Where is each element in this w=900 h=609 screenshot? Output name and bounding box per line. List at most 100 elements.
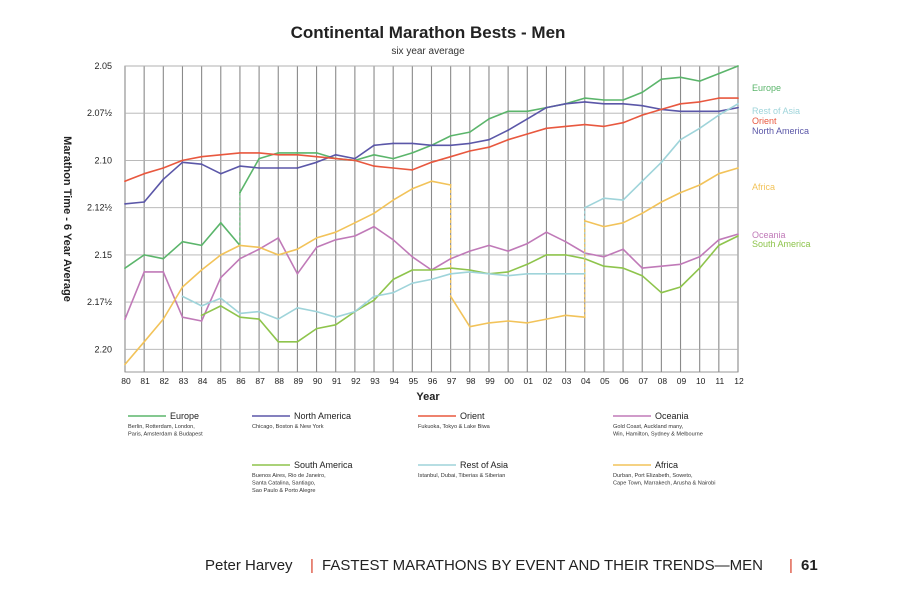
data-point-oceania: [660, 265, 663, 268]
data-point-oceania: [488, 244, 490, 247]
data-point-africa: [296, 248, 299, 251]
footer-page-number: 61: [801, 557, 818, 574]
data-point-africa: [334, 231, 337, 234]
x-tick-label: 95: [409, 376, 419, 386]
data-point-orient: [622, 121, 624, 124]
legend-name-orient: Orient: [460, 411, 485, 421]
data-point-rest-of-asia: [488, 272, 490, 275]
data-point-oceania: [392, 238, 395, 241]
y-tick-label: 2.10: [94, 155, 112, 165]
series-line-africa: [450, 295, 585, 328]
series-africa: [124, 167, 739, 366]
x-tick-label: 09: [677, 376, 687, 386]
x-tick-label: 02: [543, 376, 553, 386]
data-point-rest-of-asia: [219, 297, 222, 300]
data-point-oceania: [622, 248, 624, 251]
data-point-orient: [277, 153, 280, 156]
data-point-africa: [545, 318, 548, 320]
data-point-rest-of-asia: [296, 306, 299, 309]
data-point-orient: [449, 155, 452, 158]
data-point-orient: [162, 167, 165, 169]
data-point-south-america: [411, 269, 414, 271]
x-tick-label: 86: [236, 376, 246, 386]
data-point-south-america: [239, 316, 241, 319]
data-point-south-america: [258, 318, 260, 320]
data-point-north-america: [717, 110, 720, 113]
y-tick-label: 2.05: [94, 61, 112, 71]
data-point-north-america: [354, 157, 356, 160]
data-point-africa: [373, 212, 375, 215]
series-south-america: [200, 235, 739, 343]
data-point-africa: [200, 269, 203, 271]
data-point-africa: [258, 246, 260, 249]
data-point-rest-of-asia: [411, 282, 414, 285]
data-point-europe: [124, 267, 126, 269]
data-point-rest-of-asia: [583, 206, 586, 209]
x-tick-label: 83: [179, 376, 189, 386]
data-point-orient: [296, 153, 299, 156]
data-point-rest-of-asia: [679, 138, 682, 141]
data-point-africa: [564, 314, 567, 317]
data-point-rest-of-asia: [315, 310, 318, 313]
data-point-north-america: [411, 142, 414, 145]
legend-cities-oceania: Win, Hamilton, Sydney & Melbourne: [613, 432, 703, 438]
data-point-north-america: [239, 165, 241, 168]
data-point-africa: [526, 322, 529, 324]
data-point-africa: [737, 167, 739, 169]
data-point-oceania: [717, 238, 720, 241]
x-tick-label: 82: [160, 376, 170, 386]
data-point-europe: [239, 191, 241, 194]
data-point-north-america: [258, 167, 260, 169]
data-point-africa: [411, 187, 414, 190]
data-point-africa: [315, 237, 318, 239]
data-point-oceania: [679, 263, 682, 266]
data-point-orient: [200, 155, 203, 158]
data-point-africa: [277, 254, 280, 256]
legend-cities-europe: Paris, Amsterdam & Budapest: [128, 432, 203, 438]
data-point-oceania: [373, 225, 375, 228]
data-point-orient: [354, 159, 356, 162]
data-point-africa: [162, 318, 165, 320]
legend-cities-south-america: Sao Paulo & Porto Alegre: [252, 488, 315, 494]
data-point-rest-of-asia: [603, 197, 605, 200]
data-point-south-america: [641, 274, 644, 277]
data-point-europe: [641, 91, 644, 94]
data-point-oceania: [162, 271, 165, 273]
legend-cities-north-america: Chicago, Boston & New York: [252, 424, 324, 430]
legend-item-rest-of-asia: Rest of Asia Istanbul, Dubai, Tiberias & …: [418, 460, 508, 479]
series-north-america: [124, 101, 739, 205]
data-point-africa: [507, 320, 509, 322]
data-point-south-america: [737, 235, 739, 237]
data-point-south-america: [468, 269, 471, 271]
x-tick-label: 88: [275, 376, 285, 386]
data-point-north-america: [430, 144, 433, 147]
data-point-north-america: [334, 153, 337, 156]
data-point-south-america: [564, 254, 567, 256]
data-point-rest-of-asia: [334, 316, 337, 319]
data-point-south-america: [698, 267, 701, 269]
data-point-north-america: [124, 203, 126, 205]
x-tick-label: 11: [715, 376, 724, 386]
x-tick-label: 97: [447, 376, 457, 386]
data-point-orient: [641, 114, 644, 116]
data-point-africa: [679, 191, 682, 194]
data-point-rest-of-asia: [545, 272, 548, 275]
legend-cities-europe: Berlin, Rotterdam, London,: [128, 424, 195, 430]
y-tick-label: 2.12½: [87, 203, 113, 213]
legend-item-oceania: Oceania Gold Coast, Auckland many, Win, Ha…: [613, 411, 703, 438]
data-point-oceania: [698, 255, 701, 258]
data-point-oceania: [449, 257, 452, 260]
data-point-rest-of-asia: [698, 127, 701, 130]
data-point-africa: [641, 212, 644, 215]
data-point-europe: [468, 131, 471, 134]
data-point-europe: [717, 72, 720, 75]
data-point-orient: [660, 108, 663, 111]
data-point-africa: [698, 184, 701, 186]
data-point-north-america: [373, 144, 375, 147]
x-tick-label: 96: [428, 376, 438, 386]
legend-item-south-america: South America Buenos Aires, Rio de Janeir…: [252, 460, 353, 494]
series-line-rest-of-asia: [182, 271, 585, 320]
x-tick-label: 07: [638, 376, 648, 386]
x-tick-label: 06: [619, 376, 629, 386]
data-point-orient: [334, 157, 337, 160]
